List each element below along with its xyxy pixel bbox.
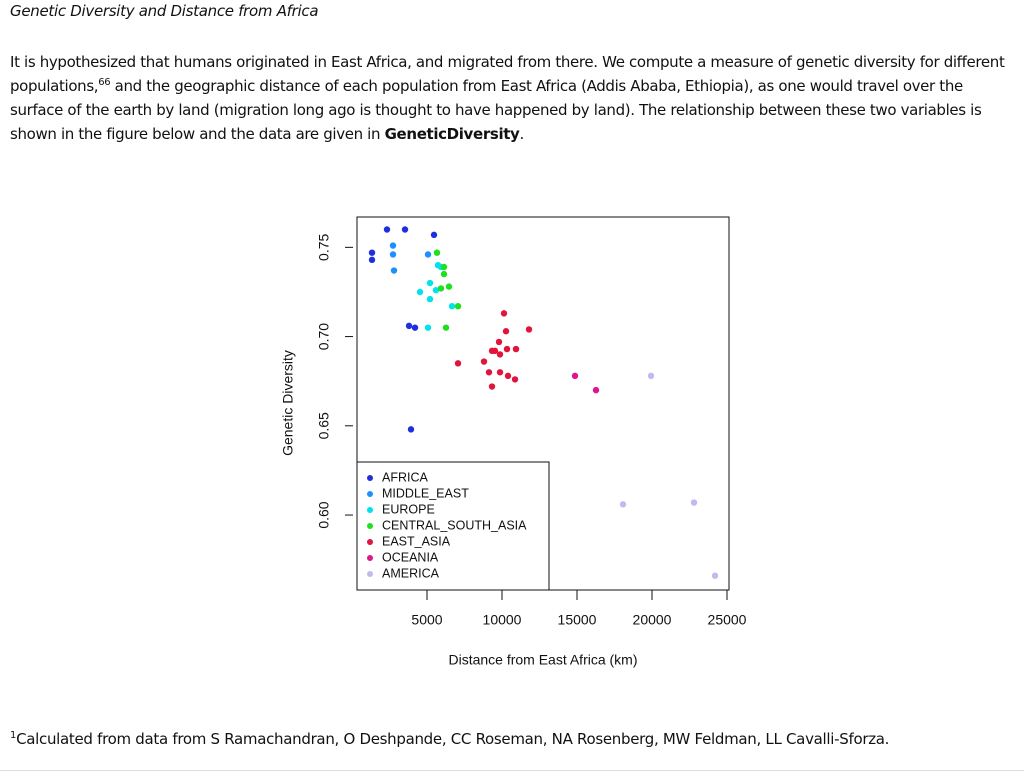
point — [496, 351, 504, 358]
point — [389, 242, 397, 249]
legend-marker — [367, 523, 373, 529]
point — [503, 345, 511, 353]
point — [426, 279, 434, 287]
y-tick-label: 0.60 — [316, 501, 332, 528]
dataset-name: GeneticDiversity — [384, 125, 520, 143]
legend-label: EUROPE — [382, 502, 435, 516]
point — [571, 372, 579, 380]
point — [401, 226, 409, 233]
legend-label: MIDDLE_EAST — [382, 486, 469, 500]
point — [690, 499, 698, 506]
point — [416, 288, 424, 296]
text: It is hypothesized that humans originate… — [10, 53, 1005, 95]
legend-label: OCEANIA — [382, 550, 439, 564]
point — [407, 426, 415, 433]
citation: 66 — [98, 77, 111, 88]
point — [383, 226, 391, 233]
point — [619, 501, 627, 508]
legend-marker — [367, 539, 373, 545]
point — [512, 345, 520, 353]
point — [491, 347, 499, 355]
point — [496, 369, 504, 376]
point — [502, 328, 510, 335]
point — [389, 251, 397, 258]
text: and the geographic distance of each popu… — [10, 77, 982, 143]
x-tick-label: 20000 — [633, 612, 672, 628]
point — [504, 372, 512, 380]
point — [432, 286, 440, 294]
footnote: 1Calculated from data from S Ramachandra… — [10, 730, 889, 748]
legend-label: AFRICA — [382, 470, 429, 484]
point — [440, 270, 448, 278]
point — [440, 263, 448, 271]
point — [480, 358, 488, 365]
point — [592, 386, 600, 394]
point — [445, 283, 453, 290]
chart: Distance from East Africa (km) Genetic D… — [280, 216, 747, 668]
legend-label: EAST_ASIA — [382, 534, 451, 548]
text: . — [519, 125, 524, 143]
point — [454, 360, 462, 367]
footnote-text: Calculated from data from S Ramachandran… — [16, 730, 890, 748]
x-tick-label: 10000 — [483, 612, 522, 628]
x-tick-label: 5000 — [411, 612, 442, 628]
legend-label: AMERICA — [382, 566, 440, 580]
legend-marker — [367, 555, 373, 561]
point — [424, 324, 432, 331]
legend-marker — [367, 475, 373, 481]
legend-marker — [367, 507, 373, 513]
point — [411, 324, 419, 331]
legend-marker — [367, 571, 373, 577]
point — [500, 310, 508, 317]
legend-marker — [367, 491, 373, 497]
x-tick-label: 25000 — [708, 612, 747, 628]
x-tick-label: 15000 — [558, 612, 597, 628]
y-tick-label: 0.70 — [316, 323, 332, 350]
point — [437, 285, 445, 292]
point — [485, 369, 493, 376]
y-tick-label: 0.75 — [316, 234, 332, 261]
point — [711, 572, 719, 579]
point — [647, 372, 655, 380]
point — [368, 249, 376, 256]
legend-label: CENTRAL_SOUTH_ASIA — [382, 518, 527, 532]
y-axis-label: Genetic Diversity — [280, 350, 296, 456]
footnote-marker: 1 — [10, 730, 17, 741]
point — [405, 322, 413, 330]
point — [525, 326, 533, 333]
point — [442, 324, 450, 331]
point — [488, 383, 496, 390]
point — [454, 303, 462, 310]
legend-box — [356, 461, 550, 591]
divider — [0, 770, 1024, 771]
point — [390, 267, 398, 274]
point — [426, 295, 434, 303]
point — [433, 249, 441, 256]
point — [368, 256, 376, 264]
point — [430, 231, 438, 239]
paragraph: It is hypothesized that humans originate… — [10, 50, 1020, 146]
point — [511, 376, 519, 383]
point — [448, 303, 456, 310]
y-tick-label: 0.65 — [316, 412, 332, 439]
doc-title: Genetic Diversity and Distance from Afri… — [10, 2, 319, 20]
point — [424, 251, 432, 258]
point — [495, 338, 503, 346]
x-axis-label: Distance from East Africa (km) — [448, 652, 637, 668]
